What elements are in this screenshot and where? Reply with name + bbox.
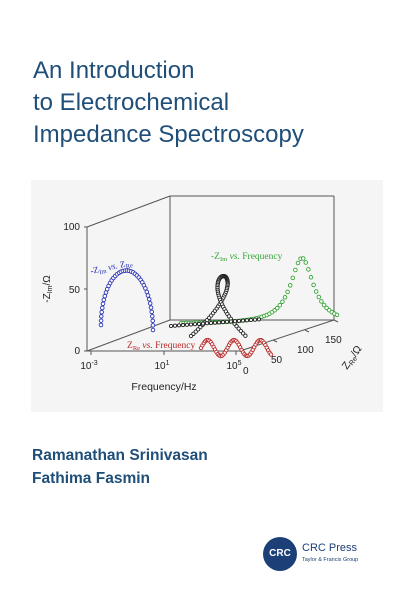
publisher-imprint: CRC CRC Press Taylor & Francis Group — [263, 537, 373, 573]
green-series-label: -ZIm vs. Frequency — [211, 252, 283, 263]
title-line-3: Impedance Spectroscopy — [33, 121, 304, 148]
curve-point — [176, 323, 182, 328]
curve-point — [150, 327, 156, 333]
curve-point — [316, 294, 322, 300]
z-tick-label: 0 — [243, 366, 249, 377]
curve-point — [180, 323, 186, 328]
z-tick-label: 50 — [271, 355, 283, 366]
curve-point — [334, 312, 340, 318]
curve-point — [168, 323, 174, 329]
curve-point — [277, 302, 283, 308]
curve-point — [290, 275, 296, 281]
curve-point — [98, 318, 104, 323]
publisher-name: CRC Press — [302, 542, 358, 554]
curve-point — [244, 318, 250, 323]
red-series-label: ZRe vs. Frequency — [127, 341, 195, 352]
nyquist-label: -ZIm vs. ZRe — [89, 257, 133, 278]
z-axis-title: ZRe/Ω — [340, 343, 366, 372]
y-tick-label: 50 — [69, 285, 81, 296]
impedance-3d-plot: 100 50 0 -ZIm/Ω 10-3 101 105 Frequency/H… — [42, 195, 366, 393]
curve-point — [100, 305, 105, 311]
curve-point — [220, 320, 226, 325]
tick-marks — [84, 226, 339, 355]
curve-point — [145, 293, 151, 298]
x-tick-label: 101 — [154, 360, 169, 372]
publisher-subtitle: Taylor & Francis Group — [302, 557, 359, 563]
curve-point — [300, 256, 306, 261]
curve-point — [321, 302, 327, 308]
curve-point — [236, 318, 242, 323]
author-name: Ramanathan Srinivasan — [32, 447, 208, 464]
curve-point — [196, 321, 202, 326]
curve-point — [313, 289, 319, 294]
y-tick-label: 100 — [63, 222, 80, 233]
z-tick-label: 150 — [325, 335, 342, 346]
curve-point — [224, 319, 230, 324]
curve-point — [280, 299, 285, 304]
y-tick-label: 0 — [74, 346, 80, 357]
curve-point — [148, 305, 154, 310]
book-title: An Introduction to Electrochemical Imped… — [33, 55, 383, 151]
curve-point — [287, 283, 293, 288]
curve-point — [306, 267, 311, 272]
data-curves — [98, 256, 340, 359]
curve-point — [293, 267, 298, 273]
curve-point — [150, 314, 155, 319]
curve-point — [243, 333, 248, 338]
curve-point — [282, 295, 288, 300]
curve-point — [256, 317, 262, 322]
curve-point — [192, 322, 198, 327]
title-line-2: to Electrochemical — [33, 89, 230, 116]
plot-frame — [86, 195, 335, 352]
y-axis-title: -ZIm/Ω — [42, 275, 54, 303]
curve-point — [204, 321, 210, 326]
crc-logo-icon: CRC — [263, 537, 297, 571]
curve-point — [200, 321, 206, 326]
curve-point — [150, 318, 155, 324]
author-name: Fathima Fasmin — [32, 470, 150, 487]
curve-point — [150, 323, 156, 328]
curve-point — [101, 297, 107, 303]
curve-point — [184, 322, 190, 327]
z-tick-label: 100 — [297, 345, 314, 356]
x-tick-label: 105 — [226, 360, 241, 372]
curve-point — [228, 319, 234, 324]
curve-point — [172, 323, 178, 328]
curve-point — [188, 322, 194, 327]
curve-point — [99, 309, 104, 315]
curve-point — [149, 309, 154, 315]
curve-point — [285, 289, 290, 295]
curve-point — [146, 297, 152, 302]
curve-point — [240, 318, 246, 323]
curve-point — [144, 289, 150, 295]
curve-point — [99, 314, 104, 319]
curve-point — [102, 293, 108, 299]
curve-point — [311, 282, 316, 288]
curve-point — [216, 320, 222, 325]
curve-point — [100, 301, 106, 307]
curve-point — [248, 317, 254, 323]
x-axis-title: Frequency/Hz — [131, 381, 196, 393]
curve-point — [212, 320, 218, 325]
curve-point — [268, 352, 274, 357]
cover-figure: 100 50 0 -ZIm/Ω 10-3 101 105 Frequency/H… — [31, 180, 383, 412]
curve-point — [274, 305, 280, 311]
curve-point — [308, 275, 314, 280]
curve-point — [208, 320, 214, 326]
curve-point — [252, 317, 258, 322]
curve-point — [295, 260, 301, 266]
authors: Ramanathan Srinivasan Fathima Fasmin — [32, 444, 208, 490]
curve-point — [319, 299, 324, 304]
curve-point — [147, 301, 153, 306]
curve-point — [98, 322, 104, 328]
title-line-1: An Introduction — [33, 57, 195, 84]
curve-point — [303, 260, 309, 265]
x-tick-label: 10-3 — [80, 360, 97, 372]
curve-point — [232, 319, 238, 324]
